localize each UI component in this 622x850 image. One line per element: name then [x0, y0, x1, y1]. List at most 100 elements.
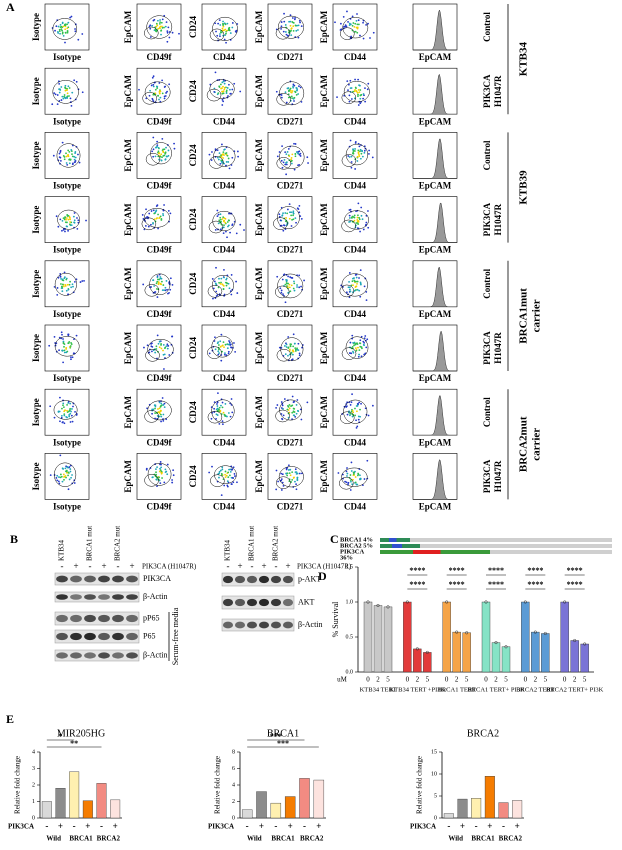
- flow-dot: [152, 136, 155, 139]
- flow-dot: [281, 473, 284, 476]
- y-axis-label: EpCAM: [254, 395, 264, 428]
- plot-frame: [332, 260, 378, 308]
- flow-dot: [217, 341, 220, 344]
- blot-band: [126, 652, 138, 659]
- flow-dot: [356, 218, 359, 221]
- gate: [214, 465, 237, 484]
- y-tick-label: 1.0: [346, 599, 354, 605]
- flow-dot: [216, 156, 219, 159]
- x-tick-label: 0: [524, 676, 528, 684]
- flow-dot: [214, 22, 217, 25]
- flow-dot: [231, 468, 234, 471]
- flow-dot: [358, 155, 361, 158]
- flow-dot: [167, 154, 170, 157]
- bar: [531, 631, 540, 673]
- flow-dot: [353, 344, 355, 347]
- flow-dot: [160, 402, 163, 405]
- row-label: H1047R: [493, 332, 503, 364]
- flow-dot: [298, 286, 301, 289]
- flow-dot: [166, 288, 168, 291]
- blot-band: [112, 594, 124, 600]
- gate: [211, 399, 235, 423]
- flow-dot: [230, 274, 233, 276]
- significance: ***: [270, 732, 282, 741]
- flow-dot: [55, 215, 58, 218]
- flow-dot: [155, 468, 157, 471]
- gate: [52, 18, 78, 40]
- flow-dot: [293, 18, 296, 21]
- flow-dot: [285, 285, 288, 288]
- plot-frame: [44, 196, 90, 243]
- flow-dot: [345, 481, 348, 484]
- group-label: BRCA1: [69, 835, 93, 843]
- flow-dot: [75, 80, 78, 83]
- data-point: [494, 641, 498, 645]
- flow-dot: [237, 155, 239, 158]
- flow-dot: [60, 331, 63, 334]
- flow-dot: [293, 100, 295, 102]
- flow-dot: [354, 168, 357, 170]
- flow-dot: [167, 345, 169, 347]
- blot-band: [258, 598, 270, 607]
- flow-dot: [297, 152, 299, 155]
- gate: [345, 143, 369, 166]
- x-tick-label: 5: [426, 676, 430, 684]
- flow-dot: [291, 411, 294, 414]
- flow-dot: [163, 204, 165, 206]
- flow-dot: [228, 212, 230, 215]
- flow-dot: [350, 480, 352, 483]
- plot-frame: [267, 132, 313, 179]
- flow-dot: [67, 149, 70, 152]
- flow-dot: [64, 475, 67, 477]
- group-label: BRCA1: [471, 835, 495, 843]
- flow-dot: [362, 228, 365, 231]
- flow-dot: [73, 219, 76, 222]
- flow-dot: [152, 83, 155, 86]
- flow-dot: [218, 19, 221, 22]
- flow-dot: [156, 145, 158, 148]
- flow-dot: [293, 400, 296, 403]
- flow-dot: [61, 333, 63, 336]
- flow-dot: [158, 346, 161, 349]
- flow-dot: [66, 404, 68, 406]
- flow-dot: [226, 221, 229, 223]
- flow-dot: [351, 393, 353, 396]
- flow-dot: [289, 474, 292, 477]
- flow-dot: [64, 276, 66, 279]
- flow-dot: [359, 150, 361, 153]
- gate: [340, 411, 355, 424]
- flow-dot: [290, 29, 292, 32]
- flow-dot: [160, 21, 163, 24]
- flow-dot: [287, 405, 290, 408]
- flow-dot: [284, 24, 287, 26]
- flow-dot: [64, 24, 67, 26]
- flow-dot: [283, 345, 286, 347]
- lane-header: KTB34: [224, 540, 232, 562]
- blot-band: [234, 621, 246, 629]
- x-axis-label: CD44: [344, 180, 366, 190]
- flow-dot: [285, 33, 288, 36]
- flow-dot: [349, 489, 352, 491]
- blot-band: [84, 614, 96, 623]
- y-axis-label: CD24: [188, 80, 198, 102]
- flow-dot: [362, 21, 364, 24]
- histogram: [413, 9, 457, 51]
- blot-band: [270, 598, 282, 607]
- flow-dot: [48, 344, 51, 347]
- flow-dot: [57, 32, 60, 34]
- blot-band: [270, 575, 282, 584]
- flow-dot: [69, 468, 72, 470]
- flow-dot: [165, 155, 168, 158]
- flow-dot: [283, 398, 286, 400]
- group-label: BRCA2: [97, 835, 121, 843]
- flow-dot: [57, 25, 60, 28]
- flow-dot: [369, 37, 371, 39]
- flow-dot: [162, 419, 165, 422]
- flow-dot: [291, 358, 294, 361]
- flow-dot: [155, 210, 157, 213]
- flow-dot: [359, 339, 362, 342]
- flow-dot: [168, 291, 170, 294]
- flow-dot: [355, 349, 358, 352]
- flow-dot: [352, 151, 355, 154]
- bar: [403, 601, 412, 673]
